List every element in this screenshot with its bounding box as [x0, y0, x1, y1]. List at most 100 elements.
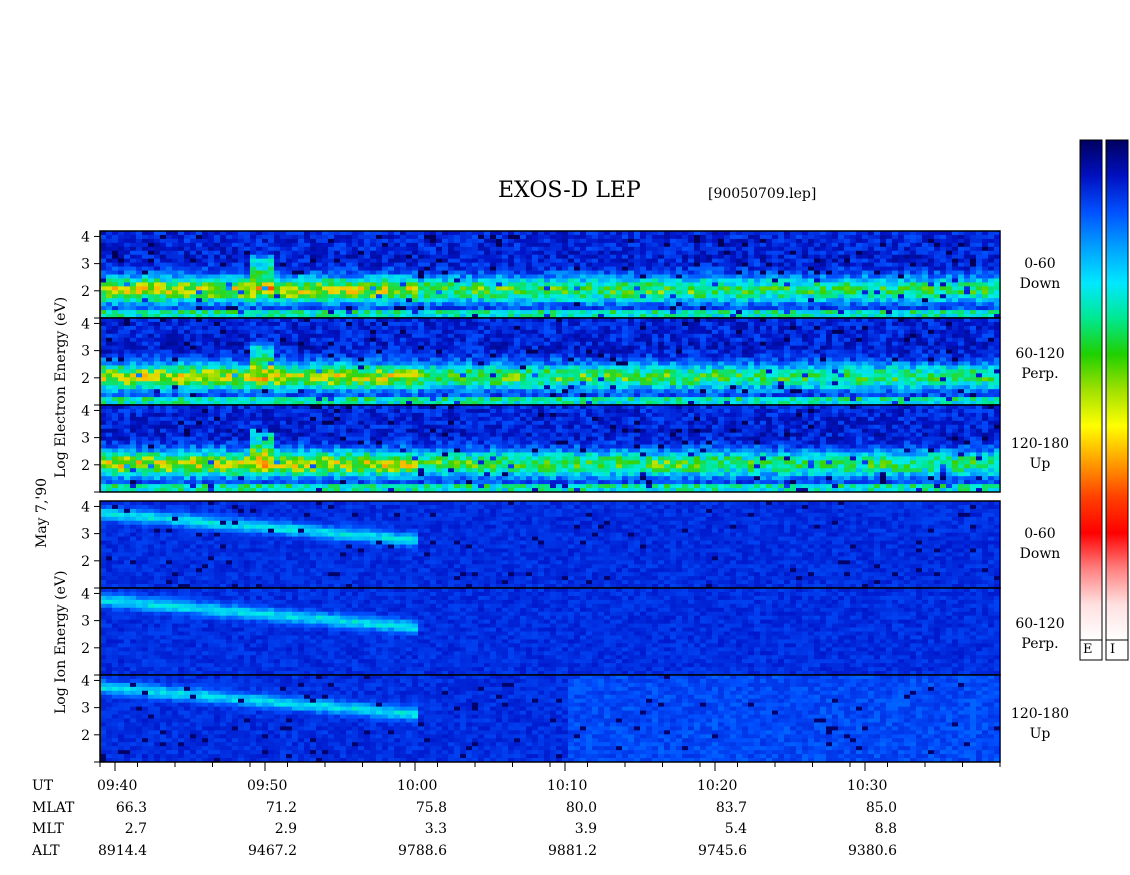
heatmap-cell	[148, 397, 154, 401]
heatmap-cell	[820, 282, 826, 286]
heatmap-cell	[730, 306, 736, 310]
heatmap-cell	[508, 282, 514, 286]
heatmap-cell	[784, 255, 790, 259]
heatmap-cell	[628, 306, 634, 310]
heatmap-cell	[148, 247, 154, 251]
heatmap-cell	[190, 239, 196, 243]
heatmap-cell	[280, 330, 286, 334]
heatmap-cell	[970, 239, 976, 243]
heatmap-cell	[190, 373, 196, 377]
heatmap-cell	[250, 369, 256, 373]
heatmap-cell	[238, 243, 244, 247]
heatmap-cell	[736, 267, 742, 271]
heatmap-cell	[298, 334, 304, 338]
heatmap-cell	[790, 235, 796, 239]
heatmap-cell	[988, 294, 994, 298]
heatmap-cell	[466, 306, 472, 310]
heatmap-cell	[124, 322, 130, 326]
heatmap-cell	[172, 358, 178, 362]
heatmap-cell	[838, 286, 844, 290]
heatmap-cell	[292, 322, 298, 326]
heatmap-cell	[166, 290, 172, 294]
heatmap-cell	[700, 251, 706, 255]
heatmap-cell	[154, 302, 160, 306]
heatmap-cell	[424, 346, 430, 350]
heatmap-cell	[910, 267, 916, 271]
heatmap-cell	[274, 251, 280, 255]
heatmap-cell	[184, 377, 190, 381]
heatmap-cell	[448, 338, 454, 342]
heatmap-cell	[130, 259, 136, 263]
heatmap-cell	[196, 302, 202, 306]
heatmap-cell	[652, 235, 658, 239]
heatmap-cell	[832, 278, 838, 282]
heatmap-cell	[250, 397, 256, 401]
heatmap-cell	[466, 298, 472, 302]
heatmap-cell	[490, 267, 496, 271]
heatmap-cell	[802, 286, 808, 290]
heatmap-cell	[646, 235, 652, 239]
heatmap-cell	[730, 267, 736, 271]
heatmap-cell	[754, 235, 760, 239]
heatmap-cell	[154, 342, 160, 346]
heatmap-cell	[352, 342, 358, 346]
heatmap-cell	[808, 275, 814, 279]
heatmap-cell	[274, 377, 280, 381]
heatmap-cell	[418, 275, 424, 279]
heatmap-cell	[616, 294, 622, 298]
heatmap-cell	[466, 334, 472, 338]
heatmap-cell	[976, 271, 982, 275]
heatmap-cell	[712, 239, 718, 243]
heatmap-cell	[604, 278, 610, 282]
heatmap-cell	[250, 354, 256, 358]
heatmap-cell	[982, 298, 988, 302]
heatmap-cell	[208, 334, 214, 338]
heatmap-cell	[742, 267, 748, 271]
heatmap-cell	[700, 263, 706, 267]
heatmap-cell	[214, 397, 220, 401]
heatmap-cell	[202, 286, 208, 290]
heatmap-cell	[136, 350, 142, 354]
heatmap-cell	[604, 306, 610, 310]
heatmap-cell	[196, 294, 202, 298]
heatmap-cell	[514, 290, 520, 294]
heatmap-cell	[262, 346, 268, 350]
heatmap-cell	[898, 306, 904, 310]
heatmap-cell	[784, 298, 790, 302]
heatmap-cell	[118, 306, 124, 310]
heatmap-cell	[298, 290, 304, 294]
heatmap-cell	[322, 330, 328, 334]
heatmap-cell	[898, 278, 904, 282]
heatmap-cell	[262, 397, 268, 401]
heatmap-cell	[208, 306, 214, 310]
heatmap-cell	[262, 338, 268, 342]
heatmap-cell	[466, 275, 472, 279]
heatmap-cell	[124, 251, 130, 255]
heatmap-cell	[268, 290, 274, 294]
heatmap-cell	[220, 247, 226, 251]
heatmap-cell	[346, 275, 352, 279]
heatmap-cell	[142, 235, 148, 239]
heatmap-cell	[886, 255, 892, 259]
heatmap-cell	[250, 290, 256, 294]
heatmap-cell	[580, 259, 586, 263]
heatmap-cell	[952, 255, 958, 259]
heatmap-cell	[898, 294, 904, 298]
heatmap-cell	[268, 385, 274, 389]
heatmap-cell	[238, 342, 244, 346]
heatmap-cell	[202, 310, 208, 314]
heatmap-cell	[334, 282, 340, 286]
heatmap-cell	[412, 235, 418, 239]
heatmap-cell	[478, 267, 484, 271]
heatmap-cell	[118, 243, 124, 247]
heatmap-cell	[376, 310, 382, 314]
heatmap-cell	[310, 310, 316, 314]
heatmap-cell	[826, 263, 832, 267]
heatmap-cell	[412, 326, 418, 330]
heatmap-cell	[322, 298, 328, 302]
heatmap-cell	[868, 290, 874, 294]
heatmap-cell	[610, 294, 616, 298]
heatmap-cell	[334, 298, 340, 302]
heatmap-cell	[154, 278, 160, 282]
heatmap-cell	[412, 365, 418, 369]
